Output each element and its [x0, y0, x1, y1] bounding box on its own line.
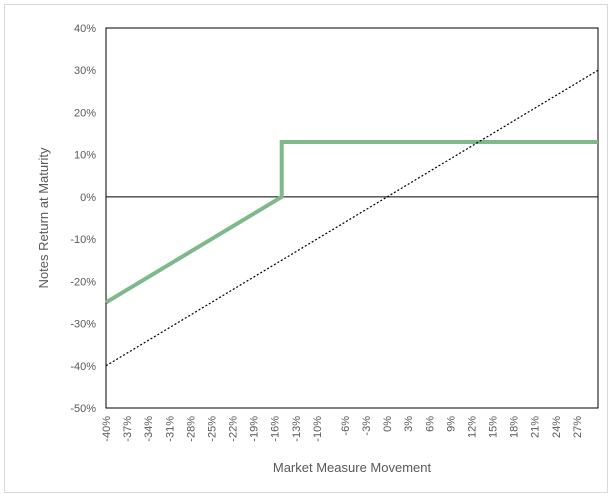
- reference-line-series: [105, 69, 599, 367]
- x-tick-label: -31%: [164, 416, 176, 442]
- y-tick-label: -10%: [70, 234, 96, 246]
- y-axis-title: Notes Return at Maturity: [36, 147, 51, 288]
- x-tick-label: -37%: [122, 416, 134, 442]
- x-tick-label: 6%: [424, 416, 436, 432]
- x-tick-label: 27%: [572, 416, 584, 438]
- x-tick-label: 12%: [466, 416, 478, 438]
- x-tick-label: -22%: [228, 416, 240, 442]
- y-tick-label: -50%: [70, 403, 96, 415]
- x-tick-label: 24%: [551, 416, 563, 438]
- x-tick-label: -34%: [143, 416, 155, 442]
- x-axis-title: Market Measure Movement: [273, 460, 432, 475]
- y-tick-label: -30%: [70, 319, 96, 331]
- x-tick-label: 18%: [509, 416, 521, 438]
- y-tick-label: 10%: [74, 150, 96, 162]
- y-tick-label: 40%: [74, 23, 96, 35]
- x-tick-label: 21%: [530, 416, 542, 438]
- series-layer: [104, 69, 599, 367]
- x-tick-label: -19%: [249, 416, 261, 442]
- x-tick-label: -3%: [361, 416, 373, 436]
- x-tick-label: -25%: [206, 416, 218, 442]
- y-tick-label: 0%: [80, 192, 96, 204]
- x-tick-label: 15%: [488, 416, 500, 438]
- notes-return-series: [104, 140, 598, 305]
- y-tick-label: 20%: [74, 107, 96, 119]
- x-tick-label: 9%: [445, 416, 457, 432]
- x-tick-label: -13%: [291, 416, 303, 442]
- x-tick-label: 3%: [403, 416, 415, 432]
- x-tick-label: -40%: [101, 416, 113, 442]
- x-tick-label: -6%: [340, 416, 352, 436]
- y-tick-labels: 40% 30% 20% 10% 0% -10% -20% -30% -40% -50%: [70, 23, 96, 415]
- y-tick-label: -20%: [70, 276, 96, 288]
- y-tick-label: 30%: [74, 65, 96, 77]
- x-tick-label: -16%: [270, 416, 282, 442]
- chart-frame: [4, 4, 608, 493]
- x-tick-label: -10%: [312, 416, 324, 442]
- x-tick-label: 0%: [382, 416, 394, 432]
- plot-area: [105, 27, 599, 409]
- x-tick-labels: -40% -37% -34% -31% -28% -25% -22% -19% -16% -13%…: [101, 416, 584, 442]
- y-tick-label: -40%: [70, 361, 96, 373]
- x-tick-label: -28%: [185, 416, 197, 442]
